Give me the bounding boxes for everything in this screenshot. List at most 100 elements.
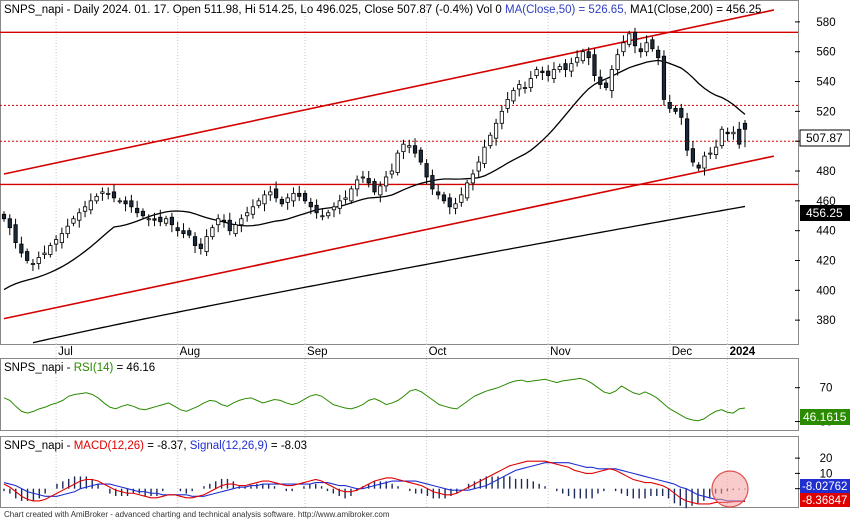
candle-body bbox=[551, 69, 557, 79]
candle-body bbox=[245, 212, 250, 217]
candle-body bbox=[465, 182, 470, 199]
ma200-tag: 456.25 bbox=[800, 205, 850, 221]
candle-body bbox=[742, 122, 748, 130]
signal-header-label: Signal(12,26,9) bbox=[190, 440, 268, 452]
rsi-header-value: = 46.16 bbox=[113, 362, 155, 374]
candle-body bbox=[140, 210, 146, 217]
candle-body bbox=[488, 134, 493, 147]
candle-body bbox=[644, 42, 649, 53]
candle-body bbox=[227, 219, 232, 232]
close-price-tag: 507.87 bbox=[799, 129, 850, 147]
ma50-line bbox=[3, 59, 746, 291]
candle-body bbox=[719, 128, 724, 147]
signal-tag-label: -8.02762 bbox=[802, 481, 847, 493]
candle-body bbox=[123, 200, 128, 205]
candle-body bbox=[667, 102, 672, 109]
channel-line bbox=[3, 155, 775, 320]
candle-body bbox=[563, 63, 568, 71]
candle-body bbox=[100, 191, 105, 194]
macd-tag-label: -8.36847 bbox=[802, 495, 847, 507]
candle-body bbox=[366, 178, 371, 184]
candle-body bbox=[696, 164, 701, 169]
rsi-header-label: RSI(14) bbox=[74, 362, 114, 374]
candle-body bbox=[30, 263, 36, 265]
candle-body bbox=[737, 128, 742, 145]
candle-body bbox=[163, 218, 169, 224]
x-tick-label: Sep bbox=[307, 346, 327, 358]
price-y-tick-label: 540 bbox=[816, 77, 835, 89]
candlesticks bbox=[1, 27, 748, 271]
candle-body bbox=[1, 213, 7, 220]
rsi-tag: 46.1615 bbox=[800, 409, 850, 425]
ma200-tag-label: 456.25 bbox=[806, 206, 843, 220]
candle-body bbox=[262, 194, 267, 205]
macd-header-prefix: SNPS_napi - bbox=[4, 440, 74, 452]
candle-body bbox=[273, 188, 279, 199]
candle-body bbox=[378, 185, 383, 196]
price-y-tick-label: 580 bbox=[816, 17, 835, 29]
candle-body bbox=[106, 192, 111, 195]
candle-body bbox=[355, 179, 360, 190]
candle-body bbox=[71, 218, 76, 224]
horizontal-levels bbox=[0, 31, 798, 186]
candle-body bbox=[82, 206, 88, 212]
price-y-tick-label: 520 bbox=[816, 106, 835, 118]
candle-body bbox=[42, 252, 47, 255]
rsi-line bbox=[3, 377, 746, 422]
candle-body bbox=[59, 233, 64, 243]
candle-body bbox=[268, 191, 273, 196]
header-ma200: MA1(Close,200) = 456.25 bbox=[627, 4, 762, 16]
header-ma50: MA(Close,50) = 526.65, bbox=[505, 4, 627, 16]
x-tick-label: Aug bbox=[180, 346, 200, 358]
x-tick-label: Oct bbox=[429, 346, 448, 358]
price-header: SNPS_napi - Daily 2024. 01. 17. Open 511… bbox=[4, 4, 761, 16]
candle-body bbox=[575, 57, 580, 63]
macd-y-tick-label: 10 bbox=[820, 468, 833, 480]
candle-body bbox=[192, 236, 198, 246]
candle-body bbox=[632, 31, 638, 47]
price-y-tick-label: 560 bbox=[816, 47, 835, 59]
candle-body bbox=[482, 146, 487, 164]
candle-body bbox=[441, 194, 447, 202]
rsi-y-tick-label: 70 bbox=[820, 383, 833, 395]
candle-body bbox=[337, 200, 342, 209]
candle-body bbox=[256, 200, 261, 206]
candle-body bbox=[493, 122, 499, 139]
candle-body bbox=[221, 219, 227, 223]
candle-body bbox=[476, 161, 481, 172]
candle-body bbox=[517, 84, 522, 90]
candle-body bbox=[412, 145, 418, 154]
candle-body bbox=[598, 76, 603, 85]
grid-lines bbox=[55, 4, 729, 508]
candle-body bbox=[725, 131, 730, 135]
candle-body bbox=[175, 227, 180, 232]
candle-body bbox=[609, 69, 614, 91]
candle-body bbox=[285, 197, 290, 203]
price-y-tick-label: 420 bbox=[816, 255, 835, 267]
candle-body bbox=[731, 131, 736, 135]
candle-body bbox=[94, 195, 99, 202]
candle-body bbox=[389, 170, 394, 175]
candle-body bbox=[210, 227, 215, 238]
x-axis-ticks: Jul Aug Sep Oct Nov Dec 2024 bbox=[58, 346, 756, 358]
candle-body bbox=[470, 173, 476, 184]
y-axis-ticks: 380400420440460480500520540560580 bbox=[795, 17, 836, 327]
candle-body bbox=[308, 201, 313, 208]
ma200-line bbox=[32, 205, 746, 344]
candle-body bbox=[540, 70, 545, 73]
candle-body bbox=[48, 245, 53, 255]
crossover-highlight bbox=[711, 470, 749, 508]
rsi-header: SNPS_napi - RSI(14) = 46.16 bbox=[4, 362, 155, 374]
candle-body bbox=[673, 107, 678, 112]
candle-body bbox=[19, 243, 24, 254]
macd-tag: -8.36847 bbox=[800, 493, 850, 507]
candle-body bbox=[407, 145, 412, 148]
macd-y-tick-label: 20 bbox=[820, 453, 833, 465]
candle-body bbox=[302, 192, 308, 202]
candle-body bbox=[331, 206, 337, 211]
candle-body bbox=[25, 251, 30, 261]
candle-body bbox=[13, 224, 18, 243]
candle-body bbox=[158, 216, 163, 223]
rsi-panel bbox=[0, 358, 799, 431]
